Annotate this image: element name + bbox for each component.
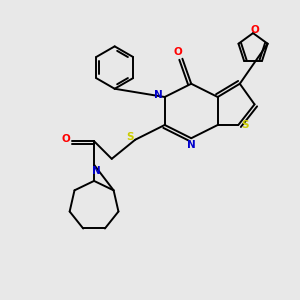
Text: N: N [92, 166, 101, 176]
Text: N: N [154, 90, 163, 100]
Text: O: O [61, 134, 70, 144]
Text: S: S [126, 132, 134, 142]
Text: O: O [250, 25, 259, 34]
Text: N: N [187, 140, 196, 150]
Text: S: S [241, 120, 249, 130]
Text: O: O [174, 47, 182, 57]
